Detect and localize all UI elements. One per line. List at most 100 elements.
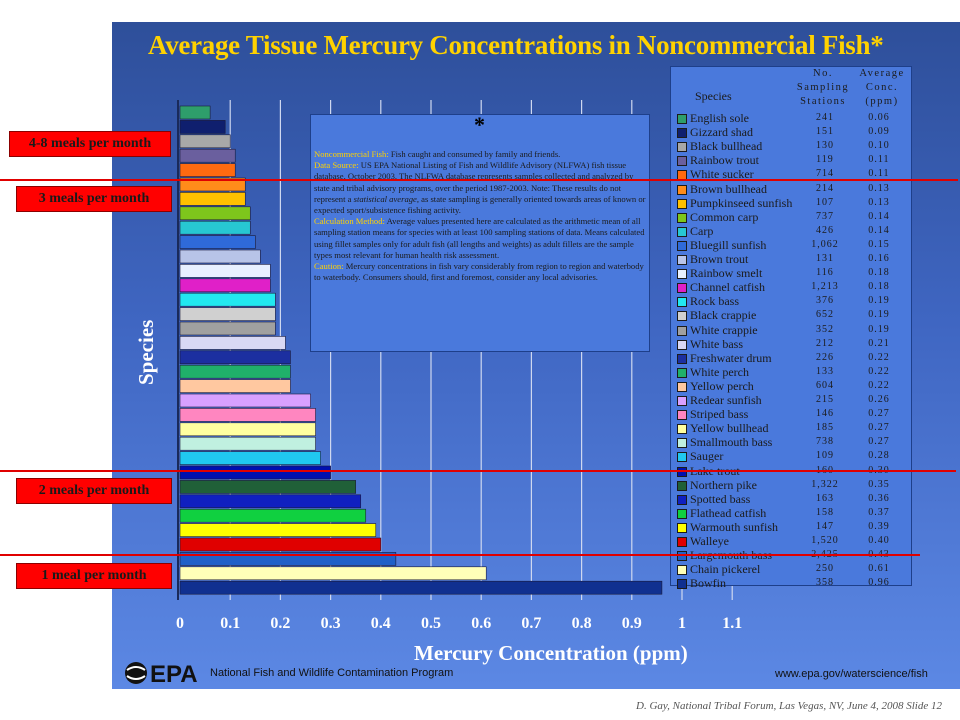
legend-species-name: Striped bass — [690, 407, 749, 422]
legend-species-header: Species — [695, 89, 732, 103]
legend-conc-value: 0.19 — [868, 295, 890, 307]
legend-stations-value: 146 — [816, 408, 834, 420]
bar-freshwater-drum — [179, 350, 291, 365]
svg-text:EPA: EPA — [150, 661, 198, 686]
legend-conc-value: 0.39 — [868, 520, 890, 532]
legend-species-name: Brown bullhead — [690, 181, 767, 196]
legend-swatch — [677, 381, 687, 392]
legend-swatch — [677, 142, 687, 153]
legend-conc-header: Average Conc. (ppm) — [859, 68, 905, 107]
legend-stations-value: 133 — [816, 365, 834, 377]
x-tick-label: 0.2 — [270, 615, 290, 632]
bar-northern-pike — [179, 480, 356, 494]
legend-swatch — [677, 156, 687, 167]
bar-white-crappie — [179, 321, 276, 336]
legend-conc-value: 0.13 — [868, 182, 890, 194]
legend-species-name: Common carp — [690, 209, 759, 224]
bar-sauger — [179, 451, 321, 465]
legend-row: Flathead catfish 158 0.37 — [677, 506, 909, 520]
legend-conc-value: 0.14 — [868, 224, 890, 236]
legend-stations-value: 131 — [816, 253, 834, 264]
legend-stations-value: 212 — [816, 337, 834, 349]
legend-conc-value: 0.16 — [868, 253, 890, 264]
bar-channel-catfish — [179, 278, 271, 293]
legend-conc-value: 0.14 — [868, 210, 890, 222]
legend-species-name: Carp — [690, 223, 714, 238]
x-tick-label: 1 — [678, 615, 686, 632]
x-tick-label: 0.6 — [471, 615, 491, 632]
bar-redear-sunfish — [179, 393, 311, 408]
legend-row: Yellow bullhead 185 0.27 — [677, 421, 909, 435]
x-tick-label: 0.8 — [572, 615, 592, 632]
legend-row: Sauger 109 0.28 — [677, 449, 909, 463]
slide-credit: D. Gay, National Tribal Forum, Las Vegas… — [636, 700, 942, 712]
legend-swatch — [677, 494, 687, 505]
legend-swatch — [677, 114, 687, 124]
legend-swatch — [677, 255, 687, 265]
legend-stations-value: 185 — [816, 422, 834, 434]
note-calculation: Calculation Method: Average values prese… — [314, 216, 645, 260]
legend-conc-value: 0.37 — [868, 506, 890, 518]
legend-stations-value: 426 — [816, 224, 834, 236]
legend-row: Northern pike 1,322 0.35 — [677, 478, 909, 492]
legend-conc-value: 0.96 — [868, 577, 890, 589]
legend-species-name: Chain pickerel — [690, 562, 761, 577]
bar-white-sucker — [179, 163, 236, 177]
legend-conc-value: 0.61 — [868, 563, 890, 575]
epa-program-name: National Fish and Wildlife Contamination… — [210, 667, 454, 679]
legend-row: White crappie 352 0.19 — [677, 323, 909, 337]
legend-row: White bass 212 0.21 — [677, 337, 909, 351]
legend-species-name: Channel catfish — [690, 280, 765, 295]
bar-flathead-catfish — [179, 508, 367, 523]
x-tick-label: 0.9 — [622, 615, 642, 632]
legend-stations-value: 226 — [816, 351, 834, 363]
x-tick-label: 0.4 — [371, 615, 391, 632]
legend-row: Carp 426 0.14 — [677, 224, 909, 238]
bar-yellow-bullhead — [179, 422, 316, 437]
bar-white-bass — [179, 336, 286, 350]
meal-band-1: 1 meal per month — [16, 563, 172, 589]
meal-band-4-8: 4-8 meals per month — [9, 131, 171, 157]
legend-stations-value: 376 — [816, 295, 834, 307]
legend-stations-value: 358 — [816, 577, 834, 589]
legend-stations-value: 158 — [816, 506, 834, 518]
bar-carp — [179, 220, 251, 235]
bar-rainbow-smelt — [179, 264, 271, 278]
bar-rainbow-trout — [179, 148, 236, 163]
legend-swatch — [677, 438, 687, 449]
legend-stations-value: 163 — [816, 492, 834, 504]
x-tick-label: 0.3 — [321, 615, 341, 632]
legend-stations-value: 215 — [816, 394, 834, 405]
legend-stations-value: 738 — [816, 436, 834, 448]
legend-row: Brown bullhead 214 0.13 — [677, 182, 909, 196]
legend-swatch — [677, 283, 687, 294]
legend-swatch — [677, 184, 687, 195]
legend-conc-value: 0.11 — [868, 168, 890, 180]
legend-row: Pumpkinseed sunfish 107 0.13 — [677, 196, 909, 210]
legend-swatch — [677, 396, 687, 406]
legend-conc-value: 0.28 — [868, 450, 890, 462]
bar-pumpkinseed-sunfish — [179, 192, 246, 206]
bar-bowfin — [179, 580, 663, 595]
legend-conc-value: 0.35 — [868, 478, 890, 490]
legend-row: Chain pickerel 250 0.61 — [677, 562, 909, 576]
legend-row: Spotted bass 163 0.36 — [677, 492, 909, 506]
meal-band-2: 2 meals per month — [16, 478, 172, 504]
legend-swatch — [677, 410, 687, 421]
footnote-star: * — [474, 112, 485, 137]
bar-spotted-bass — [179, 494, 362, 509]
legend-swatch — [677, 537, 687, 547]
note-caution: Caution: Mercury concentrations in fish … — [314, 261, 644, 283]
bar-brown-bullhead — [179, 177, 246, 192]
x-tick-label: 0.5 — [421, 615, 441, 632]
legend-stations-value: 1,062 — [811, 238, 839, 250]
footnote-box: * Noncommercial Fish: Fish caught and co… — [310, 112, 650, 352]
legend-swatch — [677, 565, 687, 576]
legend-conc-value: 0.18 — [868, 281, 890, 293]
legend-stations-value: 652 — [816, 309, 834, 321]
epa-logo: EPA — [125, 661, 198, 686]
legend-stations-value: 352 — [816, 323, 834, 335]
legend-swatch — [677, 226, 687, 237]
legend-species-name: White perch — [690, 364, 749, 379]
epa-url[interactable]: www.epa.gov/waterscience/fish — [775, 668, 928, 680]
